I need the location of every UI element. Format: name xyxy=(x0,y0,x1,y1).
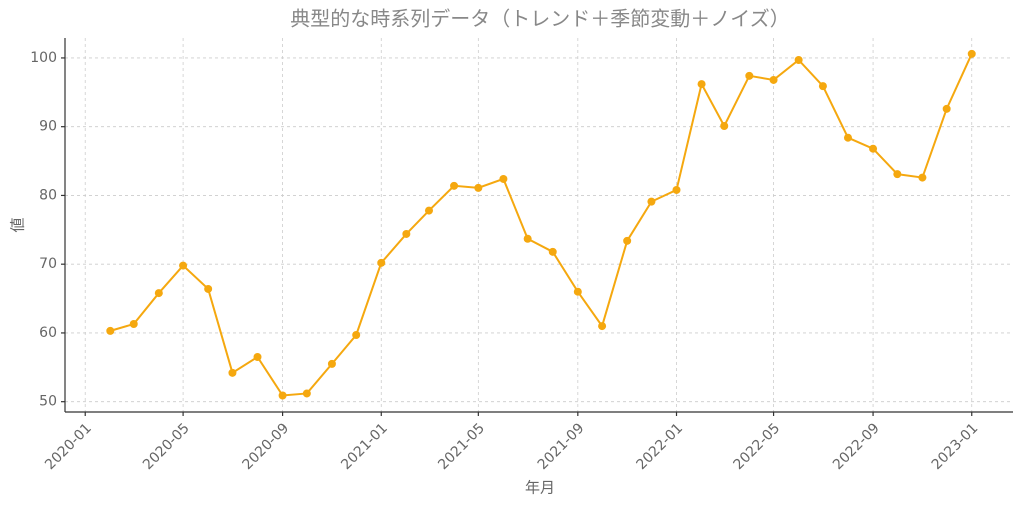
data-point xyxy=(499,174,508,183)
x-axis-label: 年月 xyxy=(525,479,555,497)
data-point xyxy=(228,368,237,377)
x-tick-label: 2021-01 xyxy=(338,420,391,473)
y-tick-label: 100 xyxy=(30,50,57,66)
data-point xyxy=(697,80,706,89)
x-tick-label: 2021-05 xyxy=(435,420,488,473)
data-point xyxy=(869,144,878,153)
data-point xyxy=(204,284,213,293)
x-tick-label: 2023-01 xyxy=(929,420,982,473)
y-tick-label: 70 xyxy=(39,256,57,272)
data-point xyxy=(794,56,803,64)
data-point xyxy=(942,104,951,113)
y-tick-label: 50 xyxy=(39,394,57,410)
data-point xyxy=(253,353,262,361)
data-point xyxy=(647,197,656,206)
data-point xyxy=(745,71,754,80)
data-point xyxy=(918,173,927,182)
data-point xyxy=(129,320,138,328)
data-point xyxy=(573,287,582,296)
data-point xyxy=(967,49,976,58)
data-point xyxy=(893,170,902,179)
data-point xyxy=(424,206,433,215)
data-point xyxy=(278,391,287,400)
data-point xyxy=(769,75,778,84)
x-tick-label: 2022-01 xyxy=(633,420,686,473)
data-point xyxy=(523,234,532,243)
data-point xyxy=(402,229,411,238)
data-point xyxy=(327,359,336,368)
data-point xyxy=(352,331,361,339)
data-point xyxy=(377,258,386,267)
data-point xyxy=(450,181,459,190)
data-point xyxy=(106,326,115,335)
data-point xyxy=(672,185,681,194)
data-point xyxy=(154,289,163,298)
x-tick-label: 2021-09 xyxy=(535,420,588,473)
x-tick-label: 2020-09 xyxy=(240,420,293,473)
y-axis-label: 値 xyxy=(9,217,27,232)
x-tick-label: 2020-05 xyxy=(140,420,193,473)
data-point xyxy=(179,261,188,270)
data-point xyxy=(548,247,557,256)
y-tick-label: 80 xyxy=(39,187,57,203)
x-tick-label: 2020-01 xyxy=(42,420,95,473)
data-point xyxy=(720,122,729,130)
x-tick-label: 2022-05 xyxy=(731,420,784,473)
data-point xyxy=(818,82,827,91)
series-line xyxy=(110,53,973,397)
y-tick-label: 90 xyxy=(39,119,57,135)
data-point xyxy=(302,389,311,398)
data-point xyxy=(843,133,852,142)
chart-title: 典型的な時系列データ（トレンド＋季節変動＋ノイズ） xyxy=(290,7,789,31)
data-point xyxy=(623,236,632,245)
data-point xyxy=(474,183,483,192)
y-tick-label: 60 xyxy=(39,325,57,341)
x-tick-label: 2022-09 xyxy=(830,420,883,473)
data-point xyxy=(598,322,607,331)
